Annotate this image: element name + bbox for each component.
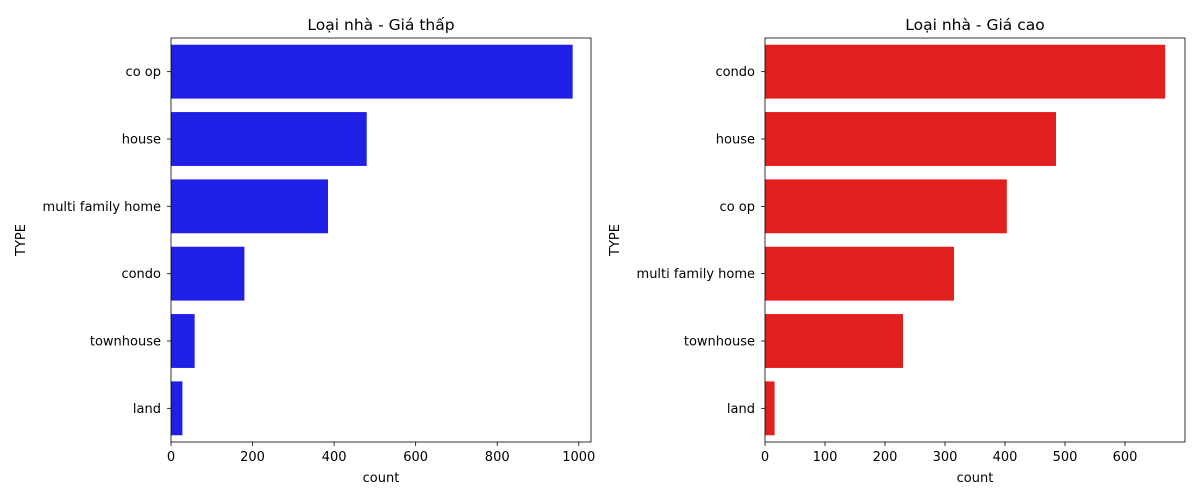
x-axis-label: count [363,471,400,486]
bar [765,112,1056,166]
y-tick-label: co op [126,65,161,80]
plot-frame [170,37,592,443]
y-tick-label: townhouse [684,335,755,350]
bar [765,44,1166,99]
y-tick-label: land [727,402,755,417]
bar [765,381,775,436]
y-axis-label: TYPE [14,224,29,257]
x-axis-label: count [957,471,994,486]
x-tick-label: 400 [993,450,1018,465]
y-tick-label: co op [720,200,755,215]
chart-title: Loại nhà - Giá thấp [307,16,454,34]
x-tick-label: 500 [1053,450,1078,465]
bar [171,246,245,301]
bar [171,179,328,234]
x-tick-label: 200 [240,450,265,465]
plot-frame [764,37,1186,443]
y-tick-label: house [716,133,755,148]
x-tick-label: 600 [403,450,428,465]
bar [171,112,367,166]
y-tick-label: multi family home [637,267,755,282]
chart-low-price: co op house multi family home condo townhous… [14,16,595,486]
x-tick-label: 300 [933,450,958,465]
x-tick-label: 0 [761,450,769,465]
y-tick-label: land [133,402,161,417]
bar [765,314,903,368]
x-tick-label: 1000 [562,450,595,465]
chart-title: Loại nhà - Giá cao [905,16,1044,34]
x-tick-label: 400 [322,450,347,465]
chart-high-price: condo house co op multi family home townhous… [608,16,1186,486]
x-tick-label: 200 [873,450,898,465]
x-tick-label: 600 [1113,450,1138,465]
y-tick-label: condo [715,65,755,80]
bar [171,314,195,368]
y-tick-label: condo [121,267,161,282]
bar [171,44,573,99]
y-tick-label: multi family home [43,200,161,215]
x-tick-label: 0 [167,450,175,465]
bar [765,179,1007,234]
y-tick-label: house [122,133,161,148]
bar [765,246,954,301]
bar [171,381,183,436]
y-tick-label: townhouse [90,335,161,350]
y-axis-label: TYPE [608,224,623,257]
x-tick-label: 800 [485,450,510,465]
x-tick-label: 100 [813,450,838,465]
